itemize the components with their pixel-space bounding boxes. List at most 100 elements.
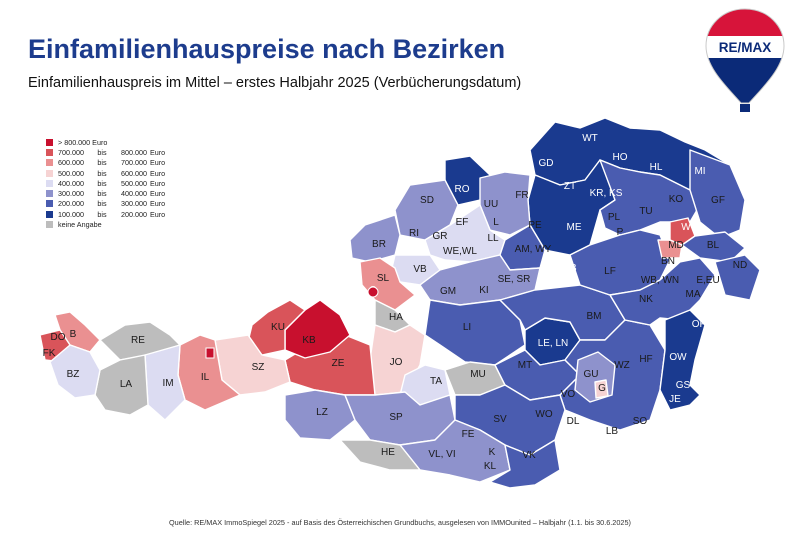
district-label: RE <box>131 335 145 346</box>
district-label: SD <box>420 195 434 206</box>
legend-swatch <box>46 148 53 156</box>
legend-unit: Euro <box>150 147 166 157</box>
district-label: LI <box>463 322 471 333</box>
legend-row: 300.000 bis 400.000 Euro <box>46 188 165 198</box>
legend-swatch <box>46 190 53 198</box>
district-area-md[interactable] <box>657 239 683 259</box>
legend-row: 200.000 bis 300.000 Euro <box>46 199 165 209</box>
district-area-he[interactable] <box>339 439 421 471</box>
district-label: KU <box>271 322 285 333</box>
district-label: RI <box>409 228 419 239</box>
district-label: VO <box>561 389 576 400</box>
district-label: WO <box>535 409 552 420</box>
remax-balloon-logo: RE/MAX <box>705 8 785 112</box>
district-label: GM <box>440 286 456 297</box>
district-label: BN <box>661 256 675 267</box>
source-note: Quelle: RE/MAX ImmoSpiegel 2025 - auf Ba… <box>169 518 631 527</box>
remax-logo-text: RE/MAX <box>719 40 772 55</box>
page-subtitle: Einfamilienhauspreis im Mittel – erstes … <box>28 75 522 91</box>
district-label: L <box>493 217 499 228</box>
district-label: LF <box>604 266 616 277</box>
legend-row: 700.000 bis 800.000 Euro <box>46 147 165 157</box>
district-label: ND <box>733 260 747 271</box>
district-area-op-ow[interactable] <box>659 309 706 411</box>
page-title: Einfamilienhauspreise nach Bezirken <box>28 34 506 64</box>
district-label: LZ <box>316 407 328 418</box>
district-area-nd[interactable] <box>714 254 761 301</box>
district-label: HL <box>650 162 663 173</box>
legend-to: 600.000 <box>121 168 147 178</box>
district-label: MT <box>518 360 532 371</box>
district-label: SZ <box>252 362 265 373</box>
district-label: WZ <box>614 360 630 371</box>
district-label: KI <box>479 285 488 296</box>
district-area-li[interactable] <box>424 299 526 366</box>
legend-swatch <box>46 200 53 208</box>
legend-swatch <box>46 210 53 218</box>
district-area-vk-kl[interactable] <box>489 439 561 489</box>
district-label: LA <box>120 379 133 390</box>
legend-swatch <box>46 138 53 146</box>
legend-unit: Euro <box>150 168 166 178</box>
district-label: B <box>70 329 77 340</box>
legend-row: 400.000 bis 500.000 Euro <box>46 178 165 188</box>
district-area-lf-bn[interactable] <box>569 229 671 296</box>
district-label: LL <box>487 233 499 244</box>
district-area-bz[interactable] <box>49 344 101 399</box>
district-label: TU <box>639 206 652 217</box>
legend-to: 700.000 <box>121 158 147 168</box>
district-label: FE <box>462 429 475 440</box>
district-label: LE, LN <box>538 338 569 349</box>
district-label: GD <box>539 158 554 169</box>
district-label: HF <box>639 354 652 365</box>
district-label: NK <box>639 294 653 305</box>
district-label: GS <box>676 380 691 391</box>
legend-label: keine Angabe <box>58 220 102 230</box>
legend-bis: bis <box>97 158 107 168</box>
district-labels: WT GD HO ZT HL MI KR, KS RO UU FR TU KO GF SD EF L PL PE W… <box>43 133 748 472</box>
district-area-mi-gf[interactable] <box>689 149 746 239</box>
district-area-lz[interactable] <box>284 389 356 441</box>
district-label: BZ <box>67 369 80 380</box>
district-label: JO <box>390 357 403 368</box>
district-label: MA <box>686 289 701 300</box>
district-label: GF <box>711 195 725 206</box>
district-label: BR <box>372 239 386 250</box>
innsbruck-coat-of-arms-icon <box>205 347 215 359</box>
district-label: UU <box>484 199 498 210</box>
district-label: DO <box>51 332 66 343</box>
legend-to: 200.000 <box>121 209 147 219</box>
district-label: VL, VI <box>428 449 455 460</box>
district-label: MD <box>668 240 684 251</box>
legend-unit: Euro <box>150 209 166 219</box>
legend-bis: bis <box>97 209 107 219</box>
legend-swatch <box>46 159 53 167</box>
district-label: ZT <box>564 181 576 192</box>
district-label: BL <box>707 240 720 251</box>
legend-bis: bis <box>97 147 107 157</box>
district-label: SB <box>563 263 577 274</box>
legend-from: 200.000 <box>58 199 84 209</box>
legend-bis: bis <box>97 178 107 188</box>
district-label: WE,WL <box>443 246 477 257</box>
district-label: P <box>617 227 624 238</box>
legend-to: 800.000 <box>121 147 147 157</box>
district-label: DL <box>567 416 580 427</box>
legend-unit: Euro <box>150 178 166 188</box>
district-label: ME <box>567 222 582 233</box>
district-label: KR, KS <box>590 188 623 199</box>
legend-from: 400.000 <box>58 178 84 188</box>
legend-from: 300.000 <box>58 189 84 199</box>
district-label: OW <box>669 352 687 363</box>
legend-label: > 800.000 Euro <box>58 137 108 147</box>
legend-from: 100.000 <box>58 209 84 219</box>
district-label: PE <box>528 220 542 231</box>
district-label: W <box>681 222 691 233</box>
district-label: FK <box>43 348 56 359</box>
district-area-g[interactable] <box>594 379 609 399</box>
legend-to: 300.000 <box>121 199 147 209</box>
district-area-la[interactable] <box>94 354 149 416</box>
legend-bis: bis <box>97 168 107 178</box>
district-area-br[interactable] <box>349 214 401 263</box>
